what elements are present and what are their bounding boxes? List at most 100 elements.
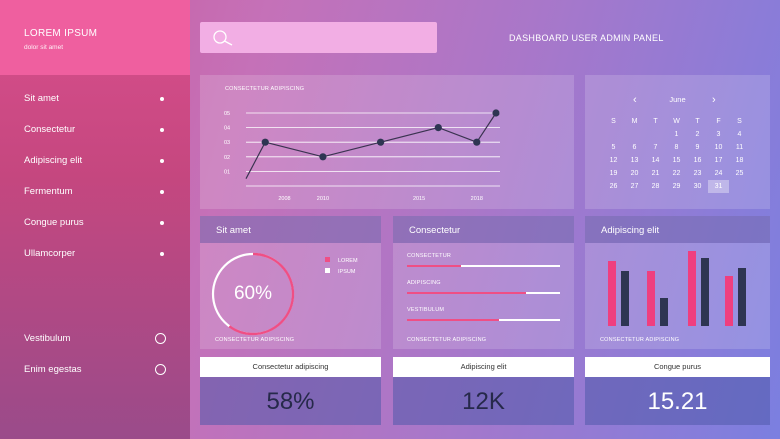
stat-value: 12K [393,377,574,425]
calendar-day[interactable]: 13 [630,157,639,164]
calendar-day[interactable]: 20 [630,170,639,177]
sidebar-item-consectetur[interactable]: Consectetur [24,124,164,135]
x-tick-label: 2010 [317,196,329,202]
sidebar-item-label: Sit amet [24,93,59,104]
calendar-day[interactable]: 2 [695,131,700,138]
brand-subtitle: dolor sit amet [24,44,64,51]
stat-label: Consectetur adipiscing [200,357,381,377]
calendar-day [645,128,666,141]
calendar-day[interactable]: 25 [735,170,744,177]
calendar-day[interactable]: 6 [632,144,637,151]
stat-card: Consectetur adipiscing 58% [200,357,381,425]
legend-swatch [325,257,330,262]
stat-card: Congue purus 15.21 [585,357,770,425]
weekday-label: F [716,118,721,125]
x-tick-label: 2008 [278,196,290,202]
sidebar: LOREM IPSUM dolor sit amet Sit amet Cons… [0,0,190,439]
sidebar-item-vestibulum[interactable]: Vestibulum [24,333,166,344]
progress-fill [407,319,499,321]
calendar-day[interactable]: 27 [630,183,639,190]
radio-icon[interactable] [155,333,166,344]
sidebar-item-congue-purus[interactable]: Congue purus [24,217,164,228]
calendar-day[interactable]: 16 [693,157,702,164]
calendar-day[interactable]: 15 [672,157,681,164]
progress-label: ADIPISCING [407,280,441,286]
bar [621,271,629,326]
sidebar-item-adipiscing-elit[interactable]: Adipiscing elit [24,155,164,166]
calendar-day[interactable]: 26 [609,183,618,190]
legend-item: IPSUM [325,268,355,275]
calendar-day [729,180,750,193]
calendar-day[interactable]: 8 [674,144,679,151]
data-point [434,124,442,132]
calendar-day[interactable]: 1 [674,131,679,138]
page-title: DASHBOARD USER ADMIN PANEL [509,33,664,43]
calendar-day[interactable]: 24 [714,170,723,177]
panel-header: Sit amet [200,216,381,243]
calendar-day[interactable]: 18 [735,157,744,164]
bar-chart-panel: Adipiscing elit CONSECTETUR ADIPISCING [585,216,770,349]
radio-icon[interactable] [155,364,166,375]
donut-chart [211,252,295,336]
calendar-day[interactable]: 12 [609,157,618,164]
line-chart: 01 02 03 04 05 2008 2010 2015 2018 [224,109,500,202]
sidebar-item-sit-amet[interactable]: Sit amet [24,93,164,104]
data-point [377,138,385,146]
stat-value: 15.21 [585,377,770,425]
donut-value: 60% [233,283,273,304]
progress-bar [407,319,560,321]
stat-value: 58% [200,377,381,425]
prev-month-icon[interactable]: ‹ [633,94,637,106]
calendar-day[interactable]: 23 [693,170,702,177]
calendar-day[interactable]: 9 [695,144,700,151]
progress-bar [407,265,560,267]
sidebar-item-ullamcorper[interactable]: Ullamcorper [24,248,164,259]
y-tick-label: 04 [224,126,230,132]
calendar-day[interactable]: 3 [716,131,721,138]
calendar-day[interactable]: 22 [672,170,681,177]
progress-fill [407,292,527,294]
bar [738,268,746,326]
y-tick-label: 05 [224,111,230,117]
sidebar-item-enim-egestas[interactable]: Enim egestas [24,364,166,375]
calendar-day [603,128,624,141]
data-point [261,138,269,146]
calendar-day[interactable]: 7 [653,144,658,151]
sidebar-item-label: Vestibulum [24,333,71,344]
y-tick-label: 03 [224,140,230,146]
sidebar-item-label: Consectetur [24,124,76,135]
stat-card: Adipiscing elit 12K [393,357,574,425]
sidebar-item-label: Congue purus [24,217,84,228]
series-line [245,112,497,179]
stat-label: Adipiscing elit [393,357,574,377]
calendar-day[interactable]: 29 [672,183,681,190]
calendar-day[interactable]: 28 [651,183,660,190]
calendar-day[interactable]: 21 [651,170,660,177]
donut-panel: Sit amet 60% LOREM IPSUM CONSECTETUR ADI… [200,216,381,349]
y-tick-label: 02 [224,155,230,161]
progress-fill [407,265,461,267]
weekday-label: S [611,118,616,125]
calendar-day[interactable]: 17 [714,157,723,164]
bar [647,271,655,326]
sidebar-item-fermentum[interactable]: Fermentum [24,186,164,197]
calendar-day[interactable]: 4 [737,131,742,138]
x-tick-label: 2018 [471,196,483,202]
calendar-day[interactable]: 31 [708,180,729,193]
calendar-day[interactable]: 11 [735,144,744,151]
chart-title: CONSECTETUR ADIPISCING [225,86,305,92]
panel-caption: CONSECTETUR ADIPISCING [600,337,680,343]
calendar-day[interactable]: 14 [651,157,660,164]
calendar-day[interactable]: 10 [714,144,723,151]
calendar-day[interactable]: 30 [693,183,702,190]
sidebar-item-label: Ullamcorper [24,248,76,259]
search-input[interactable] [200,22,437,53]
progress-label: CONSECTETUR [407,253,452,259]
calendar-day[interactable]: 19 [609,170,618,177]
next-month-icon[interactable]: › [712,94,716,106]
calendar-day[interactable]: 5 [611,144,616,151]
weekday-label: T [653,118,658,125]
stat-label: Congue purus [585,357,770,377]
bullet-icon [160,251,164,256]
